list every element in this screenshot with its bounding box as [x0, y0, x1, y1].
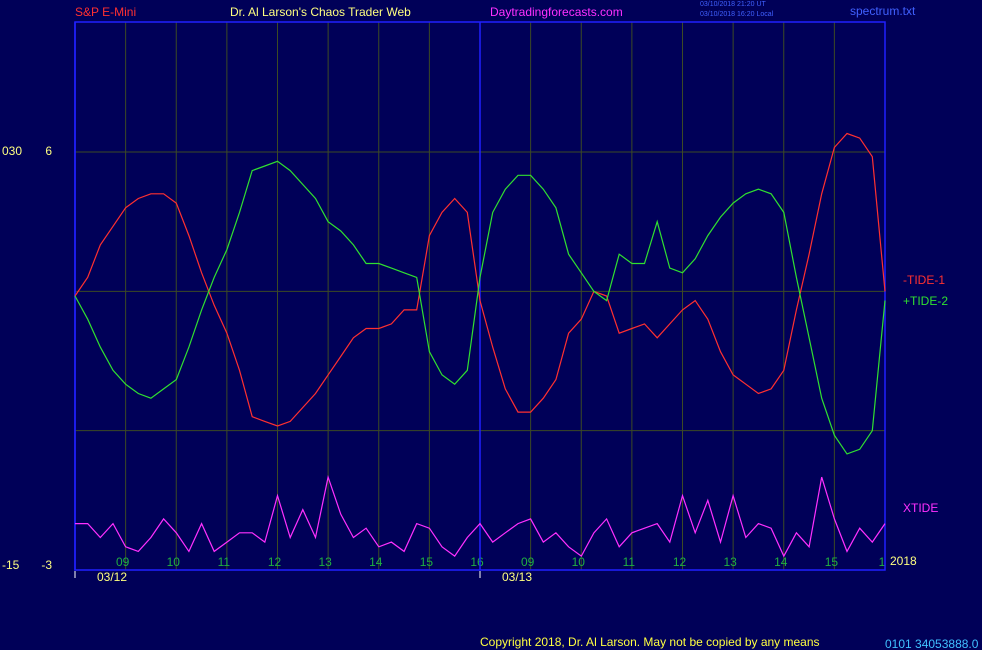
x-tick-label: 09 [521, 555, 535, 569]
year: 2018 [890, 554, 917, 568]
legend-label: -TIDE-1 [903, 273, 945, 287]
y-tick-label: 6 [45, 144, 52, 158]
x-tick-label: 12 [673, 555, 687, 569]
site: Daytradingforecasts.com [490, 5, 623, 19]
file-name: spectrum.txt [850, 4, 916, 18]
code: 0101 34053888.0 [885, 637, 979, 650]
timestamp: 03/10/2018 16:20 Local [700, 11, 774, 18]
y-tick-label: -3 [41, 558, 52, 572]
series-line [74, 132, 886, 427]
x-tick-label: 09 [116, 555, 130, 569]
date-label: 03/13 [502, 570, 532, 584]
series-line [74, 160, 886, 455]
legend-label: +TIDE-2 [903, 294, 948, 308]
date-label: 03/12 [97, 570, 127, 584]
series-line [75, 474, 886, 558]
x-tick-label: 13 [318, 555, 332, 569]
x-tick-label: 12 [268, 555, 282, 569]
copyright: Copyright 2018, Dr. Al Larson. May not b… [480, 635, 820, 649]
timestamp: 03/10/2018 21:20 UT [700, 1, 766, 8]
y2-tick-label: 030 [2, 144, 22, 158]
symbol: S&P E-Mini [75, 5, 136, 19]
x-tick-label: 10 [167, 555, 181, 569]
x-tick-label: 14 [774, 555, 788, 569]
x-tick-label: 10 [572, 555, 586, 569]
chart-title: Dr. Al Larson's Chaos Trader Web [230, 5, 411, 19]
x-tick-label: 14 [369, 555, 383, 569]
x-tick-label: 15 [420, 555, 434, 569]
y2-tick-label: -15 [2, 558, 20, 572]
x-tick-label: 15 [825, 555, 839, 569]
x-tick-label: 16 [470, 555, 484, 569]
x-tick-label: 13 [723, 555, 737, 569]
x-tick-label: 1 [879, 555, 886, 569]
x-tick-label: 11 [218, 555, 231, 569]
legend-label: XTIDE [903, 501, 938, 515]
x-tick-label: 11 [623, 555, 636, 569]
